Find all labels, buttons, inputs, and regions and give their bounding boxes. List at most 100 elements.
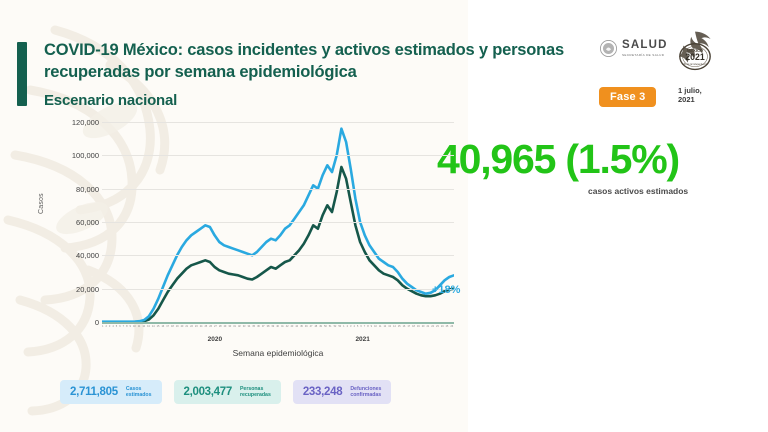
x-tick-label: 10 xyxy=(132,325,136,328)
x-tick-label: 20 xyxy=(180,325,184,328)
x-tick-label: 29 xyxy=(223,325,227,328)
x-axis-line xyxy=(102,322,454,324)
x-tick-label: 1 xyxy=(343,325,345,328)
x-tick-label: 19 xyxy=(175,325,179,328)
x-tick-label: 18 xyxy=(171,325,174,328)
x-tick-label: 2 xyxy=(346,325,348,328)
x-tick-label: 42 xyxy=(285,325,289,328)
x-tick-label: 17 xyxy=(407,325,411,328)
x-tick-label: 40 xyxy=(276,325,279,328)
grid-line xyxy=(102,155,454,157)
x-tick-label: 13 xyxy=(388,325,391,328)
chart-plot-area xyxy=(102,122,454,323)
x-tick-label: 51 xyxy=(328,325,332,328)
x-tick-label: 37 xyxy=(261,325,265,328)
y-tick-label: 80,000 xyxy=(76,184,99,194)
stat-pill: 2,711,805 Casos estimados xyxy=(60,380,162,404)
chart-series-svg xyxy=(102,127,454,322)
x-tick-label: 22 xyxy=(190,325,193,328)
x-tick-label: 7 xyxy=(363,325,366,328)
x-tick-label: 32 xyxy=(237,325,241,328)
x-tick-label: 13 xyxy=(147,325,150,328)
x-tick-label: 11 xyxy=(378,325,382,328)
x-tick-label: 36 xyxy=(257,325,260,328)
x-tick-label: 26 xyxy=(450,325,454,328)
svg-text:Año de la Independencia: Año de la Independencia xyxy=(682,63,708,66)
x-tick-label: 8 xyxy=(367,325,369,328)
x-tick-label: 12 xyxy=(142,325,145,328)
x-tick-label: 6 xyxy=(119,325,121,328)
x-tick-label: 24 xyxy=(199,325,203,328)
active-cases-value: 40,965 (1.5%) xyxy=(437,136,680,182)
x-tick-label: 14 xyxy=(151,325,155,328)
x-tick-label: 23 xyxy=(194,325,198,328)
x-tick-label: 15 xyxy=(156,325,160,328)
x-tick-label: 50 xyxy=(324,325,327,328)
report-date-line2: 2021 xyxy=(678,95,695,105)
stat-pill: 233,248 Defunciones confirmadas xyxy=(292,380,392,404)
stat-label: Personas recuperadas xyxy=(239,385,271,398)
x-tick-label: 22 xyxy=(431,325,434,328)
y-axis-ticks: 0 20,000 40,000 60,000 80,000 100,000 120,000 xyxy=(44,118,99,327)
stat-value: 2,003,477 xyxy=(183,386,233,398)
grid-line xyxy=(102,122,454,123)
x-tick-label: 15 xyxy=(397,325,401,328)
y-tick-label: 100,000 xyxy=(71,151,99,161)
x-tick-label: 7 xyxy=(122,325,124,328)
salud-seal-icon xyxy=(600,40,617,57)
x-tick-label: 4 xyxy=(353,325,355,328)
x-tick-label: 4 xyxy=(112,325,114,328)
x-tick-label: 10 xyxy=(374,325,377,328)
trend-annotation: +18% xyxy=(432,284,461,296)
grid-line xyxy=(102,255,454,257)
x-tick-label: 20 xyxy=(421,325,425,328)
x-tick-label: 47 xyxy=(309,325,313,328)
stat-label: Defunciones confirmadas xyxy=(350,385,382,398)
x-tick-label: 30 xyxy=(228,325,232,328)
salud-logo: SALUD SECRETARÍA DE SALUD xyxy=(600,40,668,57)
x-tick-label: 31 xyxy=(233,325,236,328)
x-tick-label: 3 xyxy=(108,325,111,328)
epidemic-curve-chart: Casos 0 20,000 40,000 60,000 80,000 100,000 12… xyxy=(38,118,464,362)
y-tick-label: 20,000 xyxy=(76,284,99,294)
x-tick-label: 2 xyxy=(105,325,107,328)
seal-country-text: MÉXICO xyxy=(687,48,704,53)
y-tick-label: 120,000 xyxy=(71,118,99,127)
y-tick-label: 60,000 xyxy=(76,218,99,227)
x-tick-label: 16 xyxy=(161,325,165,328)
x-tick-label: 16 xyxy=(402,325,406,328)
x-tick-label: 52 xyxy=(333,325,337,328)
x-tick-label: 19 xyxy=(416,325,420,328)
summary-stats: 2,711,805 Casos estimados 2,003,477 Personas… xyxy=(60,380,392,404)
x-tick-label: 11 xyxy=(137,325,141,328)
x-tick-label: 25 xyxy=(445,325,449,328)
x-tick-label: 34 xyxy=(247,325,251,328)
x-tick-label: 33 xyxy=(242,325,246,328)
x-tick-label: 8 xyxy=(126,325,128,328)
phase-badge: Fase 3 xyxy=(599,87,657,107)
stat-pill: 2,003,477 Personas recuperadas xyxy=(173,380,281,404)
stat-value: 2,711,805 xyxy=(70,386,118,398)
x-tick-label: 26 xyxy=(209,325,212,328)
x-tick-label: 21 xyxy=(426,325,430,328)
x-tick-label: 38 xyxy=(266,325,270,328)
x-tick-label: 1 xyxy=(102,325,104,328)
x-tick-label: 35 xyxy=(252,325,255,328)
grid-line xyxy=(102,222,454,223)
x-tick-label: 5 xyxy=(356,325,359,328)
x-tick-label: 53 xyxy=(338,325,342,328)
x-tick-label: 27 xyxy=(214,325,217,328)
active-cases-caption: casos activos estimados xyxy=(588,186,689,196)
x-axis-year-2021: 2021 xyxy=(355,336,370,343)
report-date-line1: 1 julio, xyxy=(678,86,702,95)
x-tick-label: 21 xyxy=(185,325,189,328)
grid-line xyxy=(102,288,454,290)
x-tick-label: 5 xyxy=(115,325,118,328)
x-tick-label: 44 xyxy=(295,325,298,328)
x-tick-label: 28 xyxy=(218,325,222,328)
commemorative-seal-2021: MÉXICO 2021 Año de la Independencia xyxy=(678,31,711,71)
x-tick-label: 45 xyxy=(300,325,303,328)
salud-subtitle: SECRETARÍA DE SALUD xyxy=(622,52,665,57)
x-tick-label: 23 xyxy=(436,325,439,328)
